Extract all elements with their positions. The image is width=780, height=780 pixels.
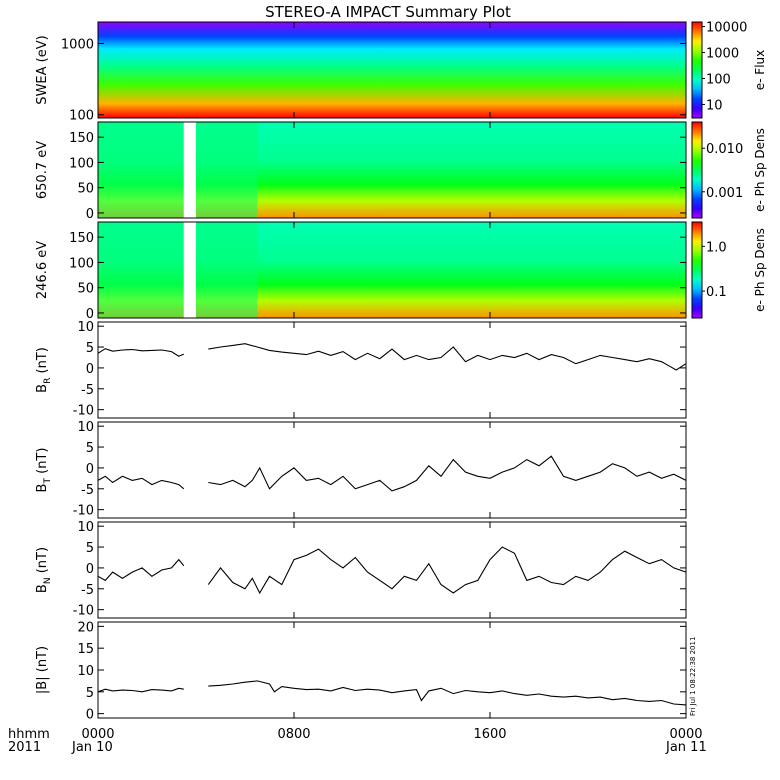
footer-time-label: hhmm — [8, 727, 50, 742]
y-axis-label-main: |B| — [35, 676, 50, 694]
y-axis-label-main: B — [35, 384, 50, 393]
y-tick-label: 5 — [86, 341, 94, 356]
spectrogram-fill — [98, 22, 686, 118]
colorbar-tick-label: 1000 — [706, 47, 739, 62]
y-axis-label-sub: T — [43, 478, 53, 485]
y-tick-label: 5 — [86, 686, 94, 701]
y-tick-label: 20 — [77, 620, 94, 635]
y-tick-label: 0 — [86, 207, 94, 222]
y-tick-label: -10 — [73, 504, 94, 519]
y-axis-label: BR (nT) — [35, 347, 53, 393]
colorbar — [691, 121, 703, 219]
spectrogram-quiet-region — [98, 222, 258, 318]
y-axis-label-main: B — [35, 484, 50, 493]
y-tick-label: 100 — [69, 256, 94, 271]
series-line — [97, 546, 687, 595]
y-tick-label: 0 — [86, 708, 94, 723]
y-axis-label-main: B — [35, 584, 50, 593]
panel-frame — [97, 21, 687, 119]
spectrogram-quiet-region — [98, 122, 258, 218]
y-axis-label: 650.7 eV — [35, 141, 50, 199]
y-tick-label: 5 — [86, 541, 94, 556]
colorbar-tick-label: 0.1 — [706, 285, 727, 300]
x-tick-label: 0000 — [669, 727, 702, 742]
y-axis-label: BN (nT) — [35, 547, 53, 593]
y-axis-label-unit: (nT) — [35, 448, 50, 478]
footer-timestamp: Fri Jul 1 08:22:38 2011 — [689, 637, 697, 716]
panel-frame — [97, 621, 687, 719]
panel-1: 10 100 1000 10000 e- Flux 100 1000 SWEA (eV) — [35, 21, 767, 124]
x-tick-label: 0800 — [277, 727, 310, 742]
panel-5: -10 -5 0 5 10 BT (nT) — [35, 420, 687, 519]
y-tick-label: 0 — [86, 462, 94, 477]
series-line — [97, 680, 687, 706]
panel-6: -10 -5 0 5 10 BN (nT) — [35, 520, 687, 619]
footer-date-end: Jan 11 — [665, 740, 707, 755]
series-line — [97, 343, 687, 371]
colorbar-tick-label: 0.001 — [706, 186, 743, 201]
y-tick-label: 1000 — [61, 37, 94, 52]
y-tick-label: 0 — [86, 362, 94, 377]
y-tick-label: 100 — [69, 156, 94, 171]
y-tick-label: -5 — [81, 383, 94, 398]
panel-7: 0 5 10 15 20 |B| (nT) — [35, 620, 687, 723]
y-tick-label: -5 — [81, 483, 94, 498]
y-axis-label: SWEA (eV) — [35, 35, 50, 104]
panel-3: 0.1 1.0 e- Ph Sp Dens 0 50 100 150 246.6 eV — [35, 221, 767, 322]
panel-frame — [97, 121, 687, 219]
y-tick-label: 0 — [86, 307, 94, 322]
y-tick-label: 15 — [77, 642, 94, 657]
y-axis-label-unit: (nT) — [35, 646, 50, 676]
y-tick-label: -10 — [73, 404, 94, 419]
y-axis-label-unit: (nT) — [35, 547, 50, 577]
y-tick-label: 50 — [77, 182, 94, 197]
series-line — [97, 455, 687, 492]
footer-date-start: Jan 10 — [71, 740, 113, 755]
panel-4: -10 -5 0 5 10 BR (nT) — [35, 320, 687, 419]
colorbar-label: e- Flux — [753, 50, 767, 90]
panel-frame — [97, 521, 687, 619]
y-tick-label: 10 — [77, 320, 94, 335]
panel-frame — [97, 421, 687, 519]
colorbar — [691, 21, 703, 119]
colorbar-tick-label: 100 — [706, 72, 731, 87]
colorbar-label: e- Ph Sp Dens — [753, 128, 767, 212]
y-tick-label: 100 — [69, 109, 94, 124]
panel-2: 0.001 0.010 e- Ph Sp Dens 0 50 100 150 650.7 eV — [35, 121, 767, 222]
y-tick-label: 150 — [69, 131, 94, 146]
y-axis-label: |B| (nT) — [35, 646, 50, 694]
colorbar-label: e- Ph Sp Dens — [753, 228, 767, 312]
y-axis-label-unit: (nT) — [35, 347, 50, 377]
y-tick-label: -5 — [81, 583, 94, 598]
y-tick-label: 150 — [69, 231, 94, 246]
panel-frame — [97, 321, 687, 419]
y-tick-label: -10 — [73, 604, 94, 619]
x-tick-label: 0000 — [81, 727, 114, 742]
colorbar — [691, 221, 703, 319]
y-tick-label: 5 — [86, 441, 94, 456]
figure-title: STEREO-A IMPACT Summary Plot — [265, 3, 511, 21]
data-gap — [183, 122, 196, 218]
y-axis-label-sub: N — [43, 577, 53, 584]
colorbar-tick-label: 1.0 — [706, 240, 727, 255]
y-axis-label: BT (nT) — [35, 448, 53, 493]
colorbar-tick-label: 0.010 — [706, 142, 743, 157]
y-tick-label: 10 — [77, 664, 94, 679]
colorbar-tick-label: 10000 — [706, 21, 747, 36]
y-tick-label: 10 — [77, 420, 94, 435]
footer-year-label: 2011 — [8, 740, 41, 755]
colorbar-tick-label: 10 — [706, 98, 723, 113]
y-tick-label: 50 — [77, 282, 94, 297]
data-gap — [183, 222, 196, 318]
y-axis-label: 246.6 eV — [35, 241, 50, 299]
y-axis-label-sub: R — [43, 378, 53, 384]
y-tick-label: 0 — [86, 562, 94, 577]
x-tick-label: 1600 — [473, 727, 506, 742]
y-tick-label: 10 — [77, 520, 94, 535]
panel-frame — [97, 221, 687, 319]
